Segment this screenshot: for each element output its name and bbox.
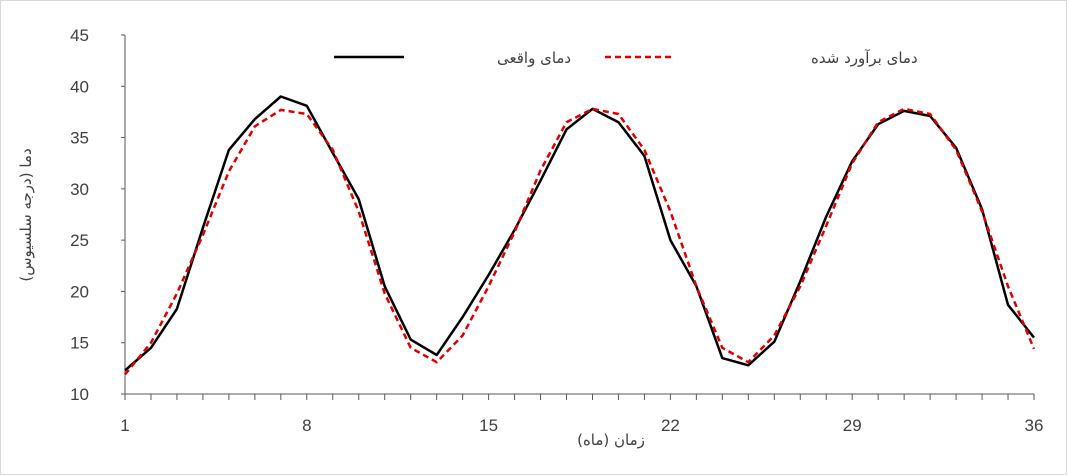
y-tick-label: 10 bbox=[70, 385, 89, 404]
series-line-actual bbox=[124, 95, 1035, 372]
series-line-estimated bbox=[124, 107, 1036, 376]
legend-label-actual: دمای واقعی bbox=[497, 49, 571, 67]
series-lines bbox=[124, 95, 1036, 376]
x-tick-label: 1 bbox=[120, 416, 129, 435]
y-tick-label: 20 bbox=[70, 282, 89, 301]
y-tick-labels: 10 15 20 25 30 35 40 45 bbox=[70, 26, 125, 404]
legend-label-estimated: دمای برآورد شده bbox=[811, 49, 918, 67]
x-tick-label: 8 bbox=[302, 416, 311, 435]
x-tick-label: 15 bbox=[479, 416, 498, 435]
y-tick-label: 25 bbox=[70, 231, 89, 250]
y-tick-label: 35 bbox=[70, 129, 89, 148]
x-axis-title: زمان (ماه) bbox=[577, 431, 645, 449]
y-tick-label: 45 bbox=[70, 26, 89, 45]
y-tick-label: 40 bbox=[70, 77, 89, 96]
axes bbox=[124, 35, 1034, 395]
y-tick-label: 30 bbox=[70, 180, 89, 199]
x-tick-label: 36 bbox=[1025, 416, 1044, 435]
x-tick-label: 29 bbox=[843, 416, 862, 435]
x-tick-marks bbox=[124, 394, 1035, 400]
x-tick-label: 22 bbox=[661, 416, 680, 435]
legend: دمای واقعی دمای برآورد شده bbox=[334, 49, 918, 67]
y-axis-title: دما (درجه سلسیوس) bbox=[17, 148, 35, 281]
y-tick-label: 15 bbox=[70, 334, 89, 353]
x-tick-labels: 1 8 15 22 29 36 bbox=[120, 416, 1043, 435]
